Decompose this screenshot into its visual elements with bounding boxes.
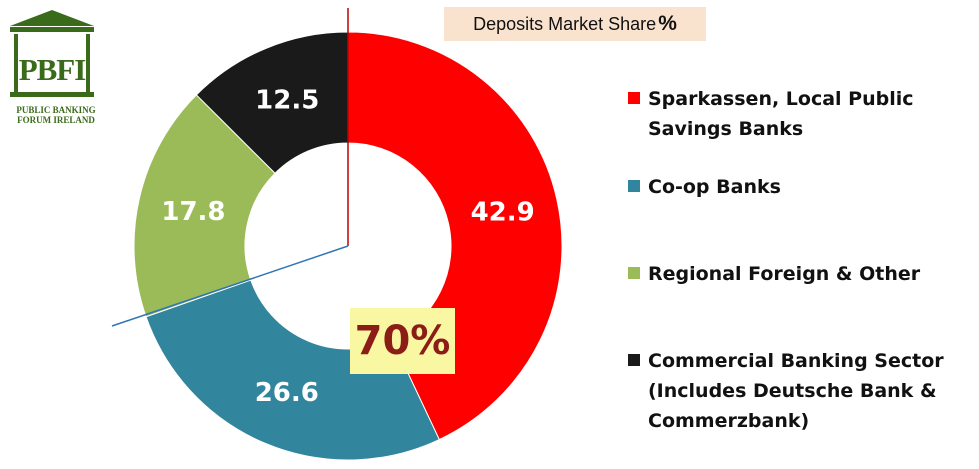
logo-mark: PBFI (19, 52, 87, 87)
donut-slice-1 (145, 279, 440, 461)
chart-title-suffix: % (658, 12, 677, 35)
legend-item-regional: Regional Foreign & Other (628, 259, 920, 289)
legend-label: Regional Foreign & Other (648, 263, 921, 285)
chart-title-text: Deposits Market Share (473, 13, 657, 34)
legend-label: Commercial Banking Sector (Includes Deut… (648, 350, 944, 432)
legend-item-coop: Co-op Banks (628, 172, 781, 202)
combined-share-highlight: 70% (350, 308, 455, 374)
pbfi-logo: PBFI PUBLIC BANKING FORUM IRELAND (4, 6, 100, 125)
diagonal-guide-line (111, 245, 349, 327)
legend-label: Co-op Banks (648, 176, 781, 198)
slice-value-label-2: 17.8 (161, 197, 225, 227)
logo-building-icon: PBFI (10, 10, 94, 97)
legend-swatch (628, 267, 640, 279)
slice-value-label-1: 26.6 (255, 378, 319, 408)
donut-slice-2 (133, 94, 276, 318)
legend-swatch (628, 180, 640, 192)
logo-line-1: PUBLIC BANKING (16, 105, 96, 115)
donut-slices (133, 31, 563, 461)
legend-swatch (628, 92, 640, 104)
legend-item-sparkassen: Sparkassen, Local Public Savings Banks (628, 84, 914, 144)
legend-swatch (628, 354, 640, 366)
chart-title: Deposits Market Share % (444, 7, 706, 41)
logo-line-2: FORUM IRELAND (17, 115, 95, 125)
legend-label: Sparkassen, Local Public Savings Banks (648, 88, 914, 140)
legend-item-commercial: Commercial Banking Sector (Includes Deut… (628, 346, 944, 436)
slice-value-label-3: 12.5 (255, 86, 319, 116)
slice-labels: 42.9 26.6 17.8 12.5 (161, 86, 534, 409)
logo-caption: PUBLIC BANKING FORUM IRELAND (8, 105, 104, 125)
slice-value-label-0: 42.9 (471, 197, 535, 227)
